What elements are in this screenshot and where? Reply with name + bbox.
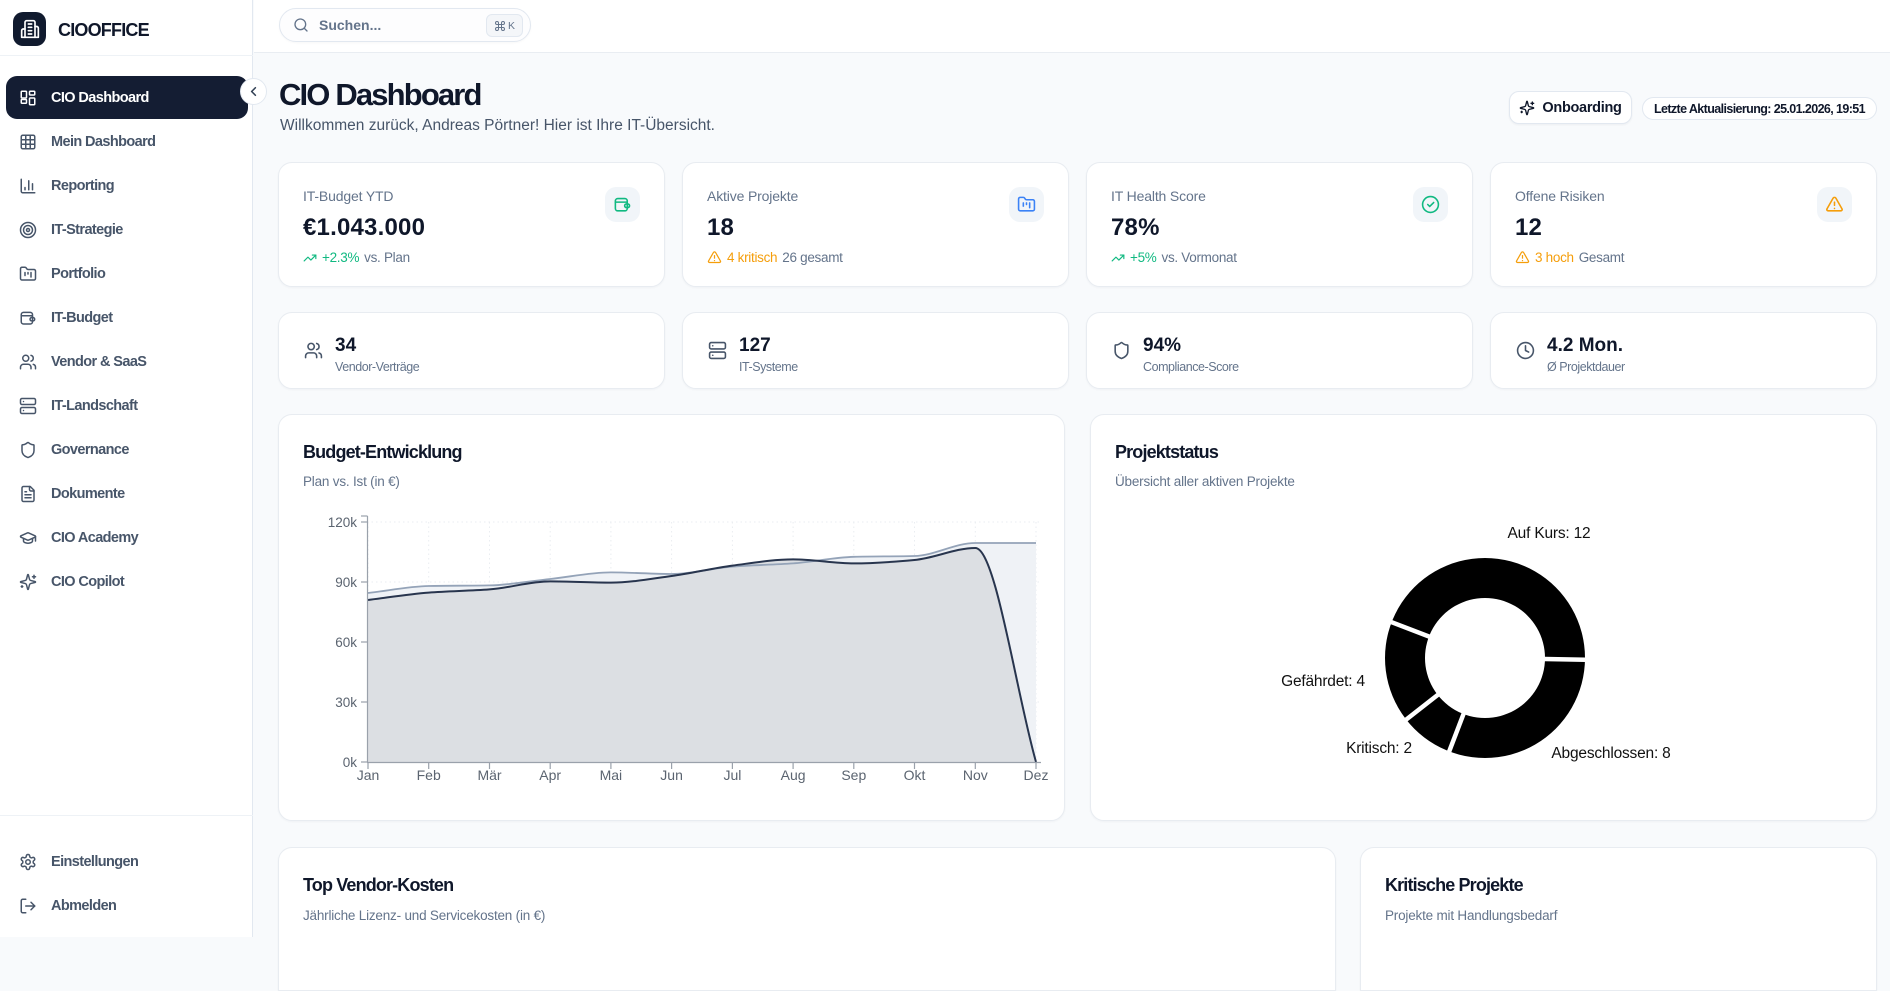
svg-text:Jul: Jul — [723, 767, 741, 783]
svg-text:Mär: Mär — [477, 767, 501, 783]
svg-text:Jun: Jun — [660, 767, 683, 783]
svg-text:120k: 120k — [328, 515, 358, 530]
svg-text:Aug: Aug — [781, 767, 806, 783]
svg-text:Apr: Apr — [539, 767, 561, 783]
svg-text:Feb: Feb — [417, 767, 441, 783]
svg-text:0k: 0k — [343, 755, 358, 770]
svg-text:Dez: Dez — [1024, 767, 1049, 783]
svg-text:Nov: Nov — [963, 767, 988, 783]
svg-text:Mai: Mai — [600, 767, 623, 783]
svg-text:Okt: Okt — [904, 767, 926, 783]
svg-text:Jan: Jan — [357, 767, 380, 783]
svg-text:Sep: Sep — [841, 767, 866, 783]
svg-text:60k: 60k — [335, 635, 357, 650]
svg-text:30k: 30k — [335, 695, 357, 710]
svg-text:90k: 90k — [335, 575, 357, 590]
